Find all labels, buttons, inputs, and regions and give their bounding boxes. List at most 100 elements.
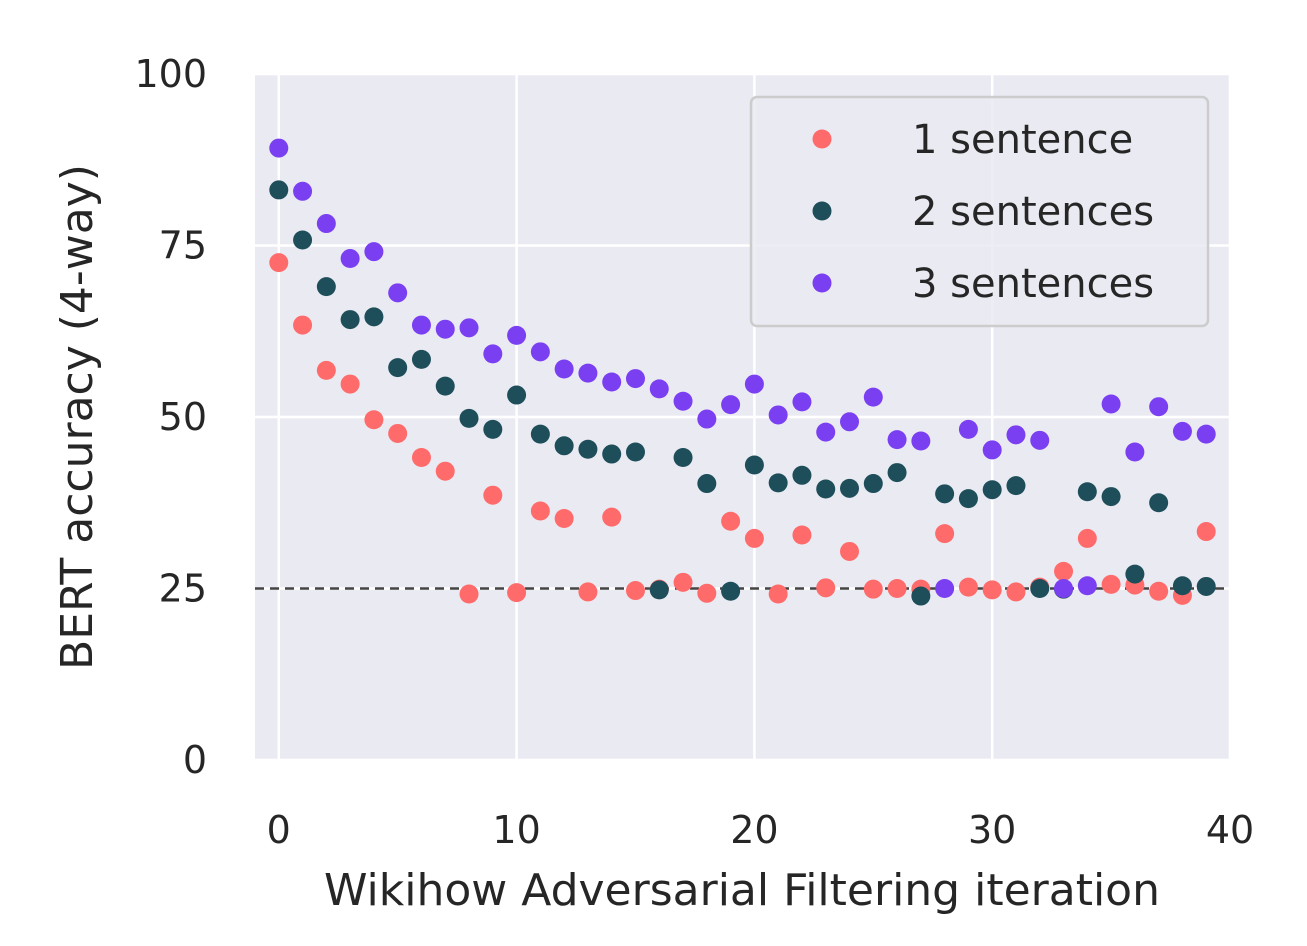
series-3-point <box>935 579 955 598</box>
series-3-point <box>697 409 717 429</box>
series-1-point <box>1196 522 1216 542</box>
series-3-point <box>1006 425 1026 445</box>
series-2-point <box>1196 576 1216 596</box>
series-2-point <box>364 307 384 327</box>
series-2-point <box>625 442 645 462</box>
series-1-point <box>816 578 836 598</box>
series-3-point <box>792 392 812 412</box>
y-axis-label: BERT accuracy (4-way) <box>52 164 103 670</box>
series-3-point <box>911 431 931 451</box>
series-2-point <box>269 180 289 200</box>
series-3-point <box>483 344 503 364</box>
series-1-point <box>530 501 550 521</box>
series-2-point <box>840 478 860 498</box>
series-1-point <box>340 374 360 394</box>
series-1-point <box>1006 582 1026 602</box>
series-1-point <box>411 447 431 467</box>
series-3-point <box>1054 579 1074 598</box>
series-1-point <box>721 511 741 531</box>
series-3-point <box>816 422 836 442</box>
series-1-point <box>554 509 574 529</box>
series-3-point <box>578 363 598 383</box>
data-points <box>269 138 1216 606</box>
series-2-point <box>483 419 503 439</box>
series-1-point <box>768 584 788 604</box>
series-1-point <box>602 507 622 527</box>
series-2-point <box>982 480 1002 500</box>
series-3-point <box>340 249 360 269</box>
series-2-point <box>1149 493 1169 513</box>
legend-box <box>749 95 1210 328</box>
y-tick-label: 0 <box>183 738 207 782</box>
series-1-point <box>483 485 503 505</box>
series-1-point <box>673 572 693 592</box>
x-tick-label: 0 <box>267 808 291 852</box>
series-3-point <box>435 319 455 339</box>
series-3-point <box>316 214 336 234</box>
series-1-point <box>507 583 527 603</box>
x-axis-label: Wikihow Adversarial Filtering iteration <box>324 865 1160 916</box>
series-3-point <box>554 359 574 379</box>
series-3-point <box>602 372 622 392</box>
series-3-point <box>507 325 527 345</box>
legend-label: 1 sentence <box>912 117 1133 163</box>
series-3-point <box>649 379 669 399</box>
y-tick-label: 25 <box>159 567 207 611</box>
series-3-point <box>459 318 479 338</box>
series-2-point <box>697 474 717 494</box>
series-3-point <box>625 369 645 389</box>
series-1-point <box>840 541 860 561</box>
series-1-point <box>958 577 978 597</box>
series-3-point <box>768 405 788 425</box>
series-2-point <box>958 489 978 509</box>
series-2-point <box>1101 487 1121 507</box>
legend-marker <box>812 129 832 149</box>
series-2-point <box>935 484 955 504</box>
series-3-point <box>887 430 907 450</box>
series-2-point <box>721 581 741 601</box>
series-3-point <box>744 374 764 394</box>
series-3-point <box>388 283 408 303</box>
y-tick-label: 50 <box>159 395 207 439</box>
x-tick-label: 10 <box>492 808 540 852</box>
series-1-point <box>744 528 764 548</box>
series-2-point <box>792 465 812 485</box>
series-2-point <box>1125 564 1145 584</box>
legend: 1 sentence 2 sentences 3 sentences <box>749 95 1210 328</box>
series-1-point <box>578 582 598 602</box>
series-1-point <box>269 253 289 273</box>
series-2-point <box>578 439 598 459</box>
legend-label: 3 sentences <box>912 261 1154 307</box>
series-2-point <box>316 277 336 297</box>
series-1-point <box>792 525 812 545</box>
series-3-point <box>958 419 978 439</box>
series-2-point <box>649 580 669 600</box>
series-1-point <box>982 580 1002 600</box>
series-1-point <box>293 315 313 335</box>
series-2-point <box>459 408 479 428</box>
series-3-point <box>840 412 860 432</box>
series-2-point <box>744 455 764 475</box>
legend-marker <box>812 201 832 221</box>
series-2-point <box>911 586 931 606</box>
series-1-point <box>625 581 645 601</box>
series-2-point <box>863 474 883 494</box>
series-1-point <box>1149 581 1169 601</box>
series-2-point <box>1030 579 1050 598</box>
x-tick-label: 40 <box>1206 808 1254 852</box>
x-tick-label: 30 <box>968 808 1016 852</box>
series-2-point <box>507 385 527 405</box>
series-1-point <box>316 360 336 380</box>
series-2-point <box>388 358 408 378</box>
series-3-point <box>1125 442 1145 462</box>
series-2-point <box>435 376 455 396</box>
series-1-point <box>887 579 907 598</box>
series-2-point <box>1172 576 1192 596</box>
series-3-point <box>1030 430 1050 450</box>
series-2-point <box>816 479 836 499</box>
series-3-point <box>530 342 550 362</box>
series-3-point <box>1196 424 1216 444</box>
series-2-point <box>1006 476 1026 496</box>
series-2-point <box>673 447 693 467</box>
